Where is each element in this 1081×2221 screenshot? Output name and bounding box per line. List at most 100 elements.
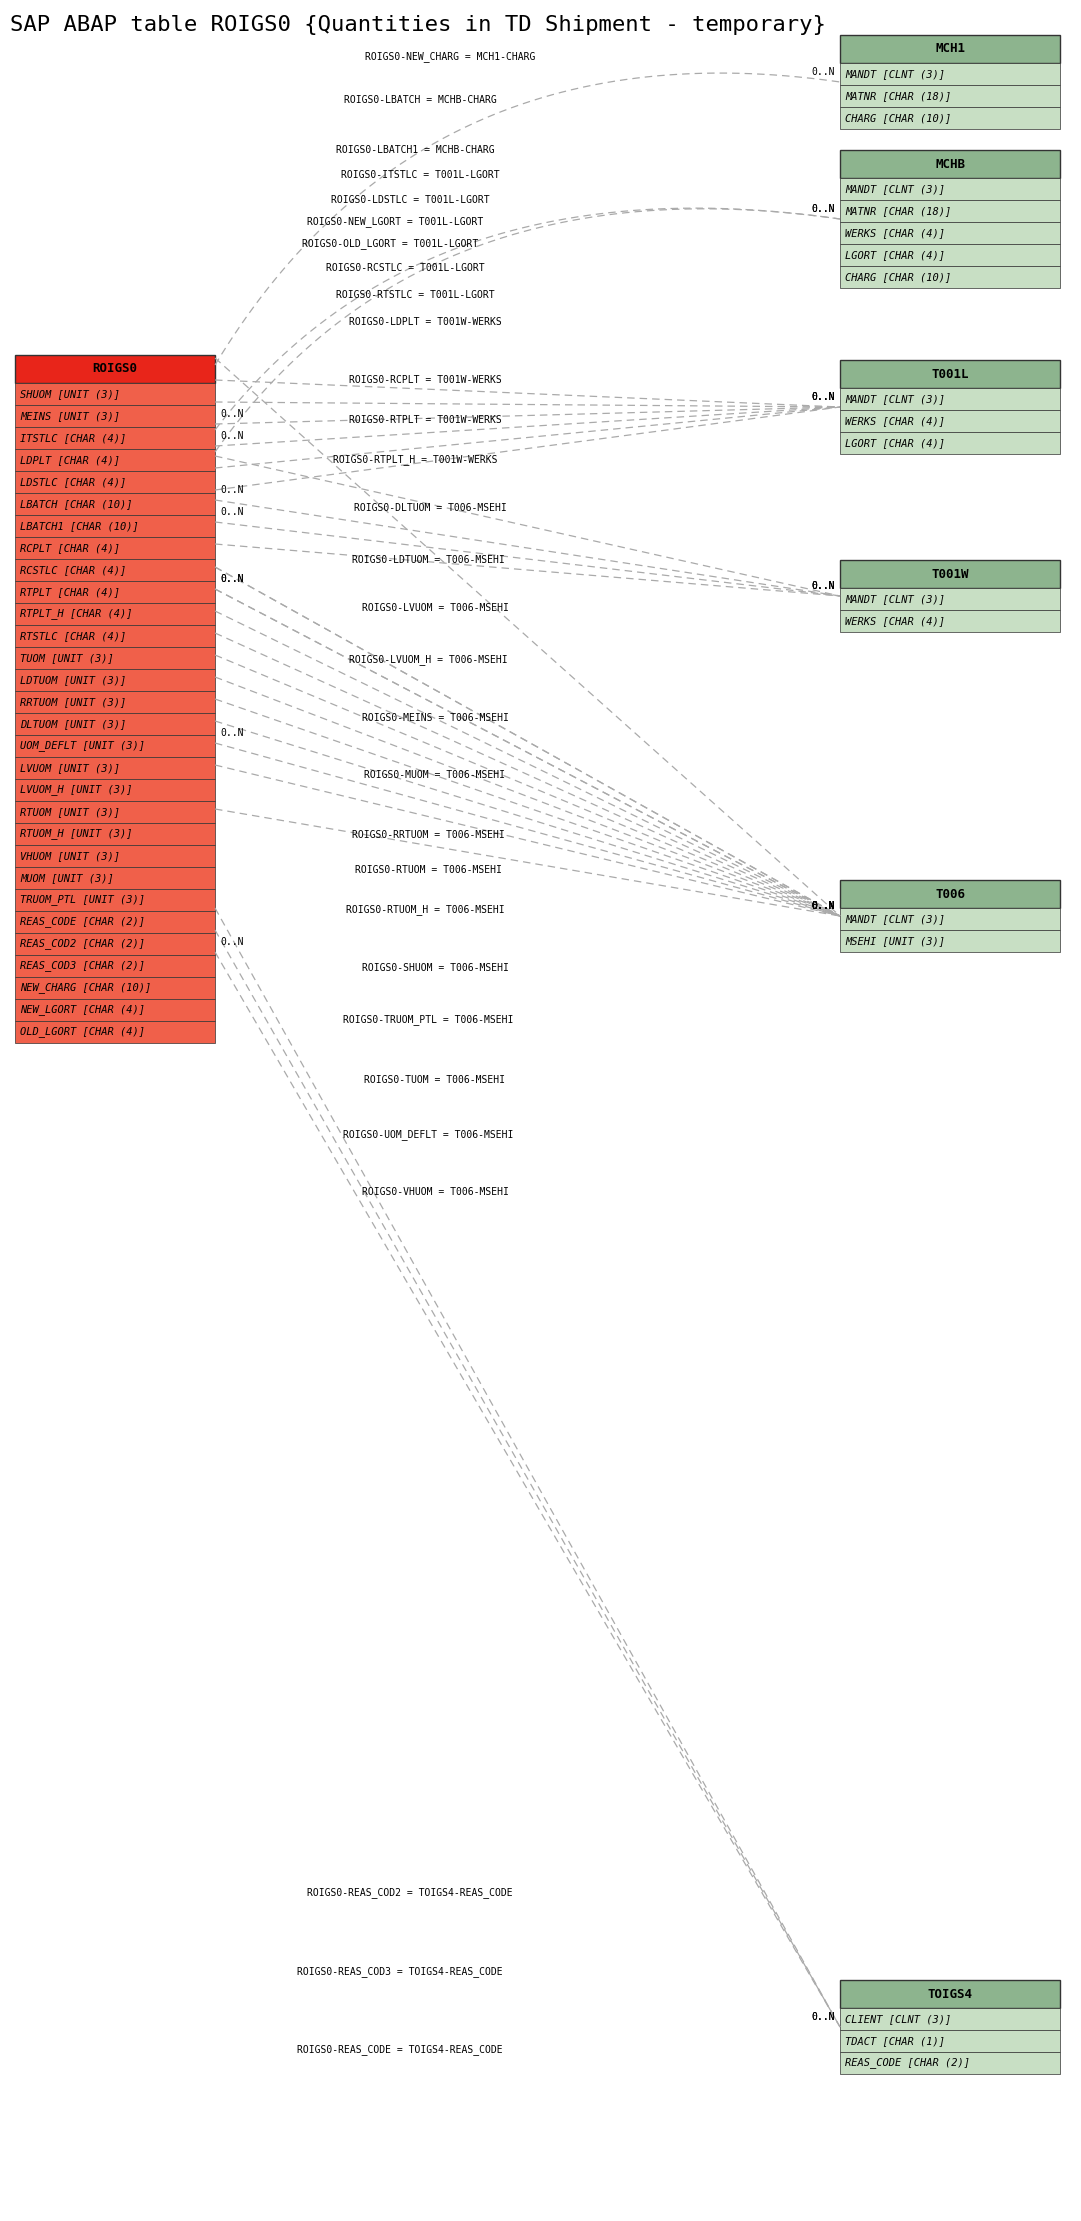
Text: RTPLT_H [CHAR (4)]: RTPLT_H [CHAR (4)] [21, 609, 133, 620]
Text: 0..N: 0..N [221, 573, 243, 584]
Text: ROIGS0-NEW_LGORT = T001L-LGORT: ROIGS0-NEW_LGORT = T001L-LGORT [307, 215, 483, 227]
Text: 0..N: 0..N [812, 582, 835, 591]
Text: ROIGS0-LDTUOM = T006-MSEHI: ROIGS0-LDTUOM = T006-MSEHI [351, 555, 505, 564]
Text: ROIGS0-NEW_CHARG = MCH1-CHARG: ROIGS0-NEW_CHARG = MCH1-CHARG [364, 51, 535, 62]
Text: MANDT [CLNT (3)]: MANDT [CLNT (3)] [845, 393, 945, 404]
Text: MATNR [CHAR (18)]: MATNR [CHAR (18)] [845, 207, 951, 215]
FancyBboxPatch shape [15, 515, 215, 537]
Text: LDPLT [CHAR (4)]: LDPLT [CHAR (4)] [21, 455, 120, 464]
FancyBboxPatch shape [840, 178, 1060, 200]
Text: TDACT [CHAR (1)]: TDACT [CHAR (1)] [845, 2037, 945, 2046]
Text: MANDT [CLNT (3)]: MANDT [CLNT (3)] [845, 915, 945, 924]
FancyBboxPatch shape [15, 713, 215, 735]
Text: ROIGS0-LVUOM_H = T006-MSEHI: ROIGS0-LVUOM_H = T006-MSEHI [349, 655, 507, 666]
FancyBboxPatch shape [15, 977, 215, 999]
FancyBboxPatch shape [15, 866, 215, 888]
Text: RCPLT [CHAR (4)]: RCPLT [CHAR (4)] [21, 542, 120, 553]
Text: 0..N: 0..N [812, 902, 835, 911]
FancyBboxPatch shape [15, 355, 215, 382]
FancyBboxPatch shape [15, 1022, 215, 1044]
FancyBboxPatch shape [15, 824, 215, 844]
Text: REAS_COD3 [CHAR (2)]: REAS_COD3 [CHAR (2)] [21, 959, 145, 971]
Text: T001L: T001L [931, 366, 969, 380]
Text: ROIGS0-MUOM = T006-MSEHI: ROIGS0-MUOM = T006-MSEHI [364, 771, 506, 780]
Text: TOIGS4: TOIGS4 [927, 1988, 973, 2001]
Text: LGORT [CHAR (4)]: LGORT [CHAR (4)] [845, 438, 945, 449]
Text: MCHB: MCHB [935, 158, 965, 171]
Text: RCSTLC [CHAR (4)]: RCSTLC [CHAR (4)] [21, 564, 126, 575]
FancyBboxPatch shape [840, 589, 1060, 611]
FancyBboxPatch shape [15, 735, 215, 757]
FancyBboxPatch shape [15, 691, 215, 713]
FancyBboxPatch shape [15, 669, 215, 691]
Text: LVUOM [UNIT (3)]: LVUOM [UNIT (3)] [21, 764, 120, 773]
Text: DLTUOM [UNIT (3)]: DLTUOM [UNIT (3)] [21, 720, 126, 728]
FancyBboxPatch shape [15, 911, 215, 933]
Text: RTUOM_H [UNIT (3)]: RTUOM_H [UNIT (3)] [21, 828, 133, 840]
Text: T006: T006 [935, 888, 965, 900]
Text: 0..N: 0..N [221, 573, 243, 584]
Text: ROIGS0-LBATCH1 = MCHB-CHARG: ROIGS0-LBATCH1 = MCHB-CHARG [336, 144, 494, 155]
FancyBboxPatch shape [840, 1979, 1060, 2008]
Text: MATNR [CHAR (18)]: MATNR [CHAR (18)] [845, 91, 951, 100]
Text: MUOM [UNIT (3)]: MUOM [UNIT (3)] [21, 873, 114, 884]
Text: ROIGS0-SHUOM = T006-MSEHI: ROIGS0-SHUOM = T006-MSEHI [361, 964, 508, 973]
FancyBboxPatch shape [840, 267, 1060, 289]
Text: LVUOM_H [UNIT (3)]: LVUOM_H [UNIT (3)] [21, 784, 133, 795]
Text: 0..N: 0..N [221, 484, 243, 495]
Text: 0..N: 0..N [812, 582, 835, 591]
Text: ROIGS0: ROIGS0 [93, 362, 137, 375]
FancyBboxPatch shape [15, 888, 215, 911]
Text: ROIGS0-LBATCH = MCHB-CHARG: ROIGS0-LBATCH = MCHB-CHARG [344, 96, 496, 104]
Text: 0..N: 0..N [221, 937, 243, 946]
FancyBboxPatch shape [15, 780, 215, 802]
Text: 0..N: 0..N [221, 409, 243, 420]
Text: MANDT [CLNT (3)]: MANDT [CLNT (3)] [845, 593, 945, 604]
Text: RRTUOM [UNIT (3)]: RRTUOM [UNIT (3)] [21, 697, 126, 706]
Text: 0..N: 0..N [221, 506, 243, 517]
FancyBboxPatch shape [15, 426, 215, 449]
Text: ROIGS0-RRTUOM = T006-MSEHI: ROIGS0-RRTUOM = T006-MSEHI [351, 831, 505, 840]
Text: 0..N: 0..N [812, 902, 835, 911]
FancyBboxPatch shape [840, 411, 1060, 433]
FancyBboxPatch shape [15, 560, 215, 582]
Text: SAP ABAP table ROIGS0 {Quantities in TD Shipment - temporary}: SAP ABAP table ROIGS0 {Quantities in TD … [10, 16, 826, 36]
FancyBboxPatch shape [840, 908, 1060, 931]
FancyBboxPatch shape [15, 844, 215, 866]
FancyBboxPatch shape [15, 382, 215, 404]
Text: 0..N: 0..N [812, 902, 835, 911]
Text: SHUOM [UNIT (3)]: SHUOM [UNIT (3)] [21, 389, 120, 400]
Text: CLIENT [CLNT (3)]: CLIENT [CLNT (3)] [845, 2014, 951, 2023]
FancyBboxPatch shape [15, 624, 215, 646]
Text: 0..N: 0..N [812, 391, 835, 402]
Text: RTPLT [CHAR (4)]: RTPLT [CHAR (4)] [21, 586, 120, 597]
FancyBboxPatch shape [840, 931, 1060, 953]
FancyBboxPatch shape [840, 222, 1060, 244]
Text: 0..N: 0..N [812, 2012, 835, 2021]
FancyBboxPatch shape [15, 999, 215, 1022]
Text: ROIGS0-LDSTLC = T001L-LGORT: ROIGS0-LDSTLC = T001L-LGORT [331, 195, 490, 204]
Text: LDSTLC [CHAR (4)]: LDSTLC [CHAR (4)] [21, 478, 126, 486]
Text: ROIGS0-RTPLT = T001W-WERKS: ROIGS0-RTPLT = T001W-WERKS [349, 415, 502, 424]
Text: ROIGS0-TRUOM_PTL = T006-MSEHI: ROIGS0-TRUOM_PTL = T006-MSEHI [343, 1015, 513, 1026]
Text: LDTUOM [UNIT (3)]: LDTUOM [UNIT (3)] [21, 675, 126, 684]
Text: ROIGS0-RTUOM = T006-MSEHI: ROIGS0-RTUOM = T006-MSEHI [355, 864, 502, 875]
Text: CHARG [CHAR (10)]: CHARG [CHAR (10)] [845, 113, 951, 122]
Text: NEW_LGORT [CHAR (4)]: NEW_LGORT [CHAR (4)] [21, 1004, 145, 1015]
Text: MANDT [CLNT (3)]: MANDT [CLNT (3)] [845, 184, 945, 193]
Text: 0..N: 0..N [812, 582, 835, 591]
Text: WERKS [CHAR (4)]: WERKS [CHAR (4)] [845, 229, 945, 238]
FancyBboxPatch shape [840, 244, 1060, 267]
Text: RTSTLC [CHAR (4)]: RTSTLC [CHAR (4)] [21, 631, 126, 642]
Text: RTUOM [UNIT (3)]: RTUOM [UNIT (3)] [21, 806, 120, 817]
FancyBboxPatch shape [840, 880, 1060, 908]
Text: LGORT [CHAR (4)]: LGORT [CHAR (4)] [845, 251, 945, 260]
Text: 0..N: 0..N [812, 902, 835, 911]
FancyBboxPatch shape [15, 955, 215, 977]
Text: 0..N: 0..N [812, 67, 835, 78]
Text: 0..N: 0..N [812, 902, 835, 911]
FancyBboxPatch shape [840, 560, 1060, 589]
Text: ROIGS0-TUOM = T006-MSEHI: ROIGS0-TUOM = T006-MSEHI [364, 1075, 506, 1086]
FancyBboxPatch shape [840, 360, 1060, 389]
FancyBboxPatch shape [15, 449, 215, 471]
